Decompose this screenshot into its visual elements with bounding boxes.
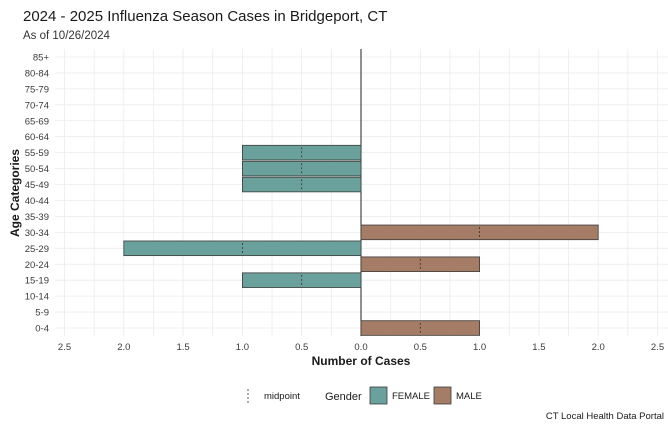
legend-swatch-male: [433, 386, 452, 405]
y-tick-label: 45-49: [25, 180, 49, 191]
y-tick-label: 40-44: [25, 196, 49, 207]
label-layer: 85+ 80-84 75-79 70-74 65-69 60-64 55-59 50-54 45…: [25, 52, 664, 353]
y-tick-label: 35-39: [25, 212, 49, 223]
y-tick-label: 25-29: [25, 244, 49, 255]
y-tick-label: 50-54: [25, 164, 49, 175]
y-tick-label: 75-79: [25, 84, 49, 95]
legend-swatch-female: [369, 386, 388, 405]
source-caption: CT Local Health Data Portal: [545, 411, 664, 422]
grid-layer: [55, 49, 668, 336]
x-tick-label: 2.0: [592, 342, 605, 353]
y-tick-label: 10-14: [25, 292, 49, 303]
x-tick-label: 0.5: [295, 342, 308, 353]
x-axis-title: Number of Cases: [312, 354, 411, 368]
y-tick-label: 85+: [33, 52, 50, 63]
legend-label-female: FEMALE: [392, 391, 430, 402]
x-tick-label: 2.5: [651, 342, 664, 353]
legend: midpoint Gender FEMALE MALE: [247, 386, 482, 405]
x-tick-label: 1.5: [176, 342, 189, 353]
bar-layer: [123, 144, 599, 336]
y-tick-label: 30-34: [25, 228, 49, 239]
chart-subtitle: As of 10/26/2024: [23, 30, 110, 42]
midpoint-legend-label: midpoint: [264, 391, 300, 402]
y-tick-label: 20-24: [25, 260, 49, 271]
y-tick-label: 60-64: [25, 132, 49, 143]
x-tick-label: 1.0: [236, 342, 249, 353]
chart-title: 2024 - 2025 Influenza Season Cases in Br…: [23, 8, 388, 25]
y-tick-label: 5-9: [35, 308, 49, 319]
y-tick-label: 15-19: [25, 276, 49, 287]
x-tick-label: 1.5: [532, 342, 545, 353]
legend-title: Gender: [325, 391, 362, 403]
y-tick-label: 65-69: [25, 116, 49, 127]
legend-label-male: MALE: [456, 391, 482, 402]
y-tick-label: 80-84: [25, 68, 49, 79]
x-tick-label: 2.0: [117, 342, 130, 353]
x-tick-label: 2.5: [58, 342, 71, 353]
x-tick-label: 0.0: [354, 342, 367, 353]
x-tick-label: 1.0: [473, 342, 486, 353]
y-tick-label: 0-4: [35, 324, 49, 335]
y-axis-title: Age Categories: [8, 149, 22, 237]
y-tick-label: 55-59: [25, 148, 49, 159]
y-tick-label: 70-74: [25, 100, 49, 111]
x-tick-label: 0.5: [414, 342, 427, 353]
